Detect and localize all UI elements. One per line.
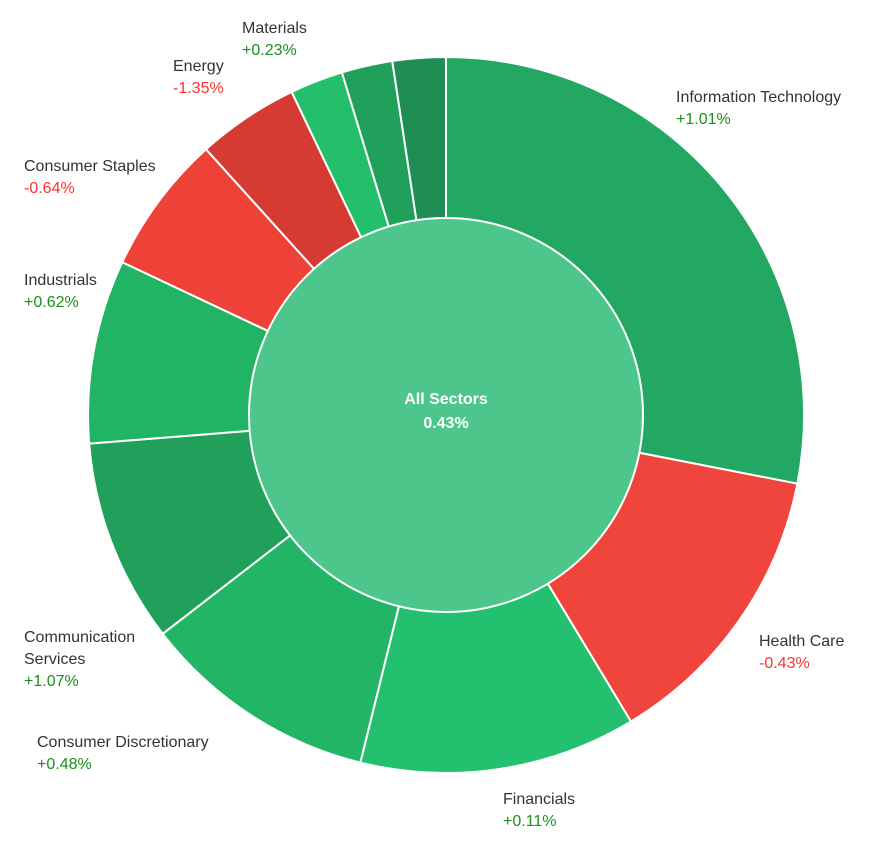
sector-label: Health Care (759, 633, 845, 650)
sector-label: Consumer Discretionary (37, 734, 209, 751)
sector-change: +1.01% (676, 111, 731, 128)
sector-label: Information Technology (676, 89, 842, 106)
sector-change: +0.62% (24, 294, 79, 311)
center-label: All Sectors (404, 391, 488, 408)
sector-change: +0.48% (37, 756, 92, 773)
sector-change: +0.23% (242, 42, 297, 59)
sector-label: Financials (503, 791, 576, 808)
sector-change: -0.64% (24, 180, 75, 197)
center-value: 0.43% (423, 415, 469, 432)
sector-label: Materials (242, 20, 307, 37)
sector-change: +0.11% (503, 813, 557, 830)
center-circle (248, 217, 644, 613)
sector-change: +1.07% (24, 673, 79, 690)
sector-label: Communication Services (24, 629, 136, 668)
sector-label: Industrials (24, 272, 97, 289)
sector-change: -0.43% (759, 655, 810, 672)
sector-change: -1.35% (173, 80, 224, 97)
sector-label: Consumer Staples (24, 158, 156, 175)
sector-label: Energy (173, 58, 224, 75)
